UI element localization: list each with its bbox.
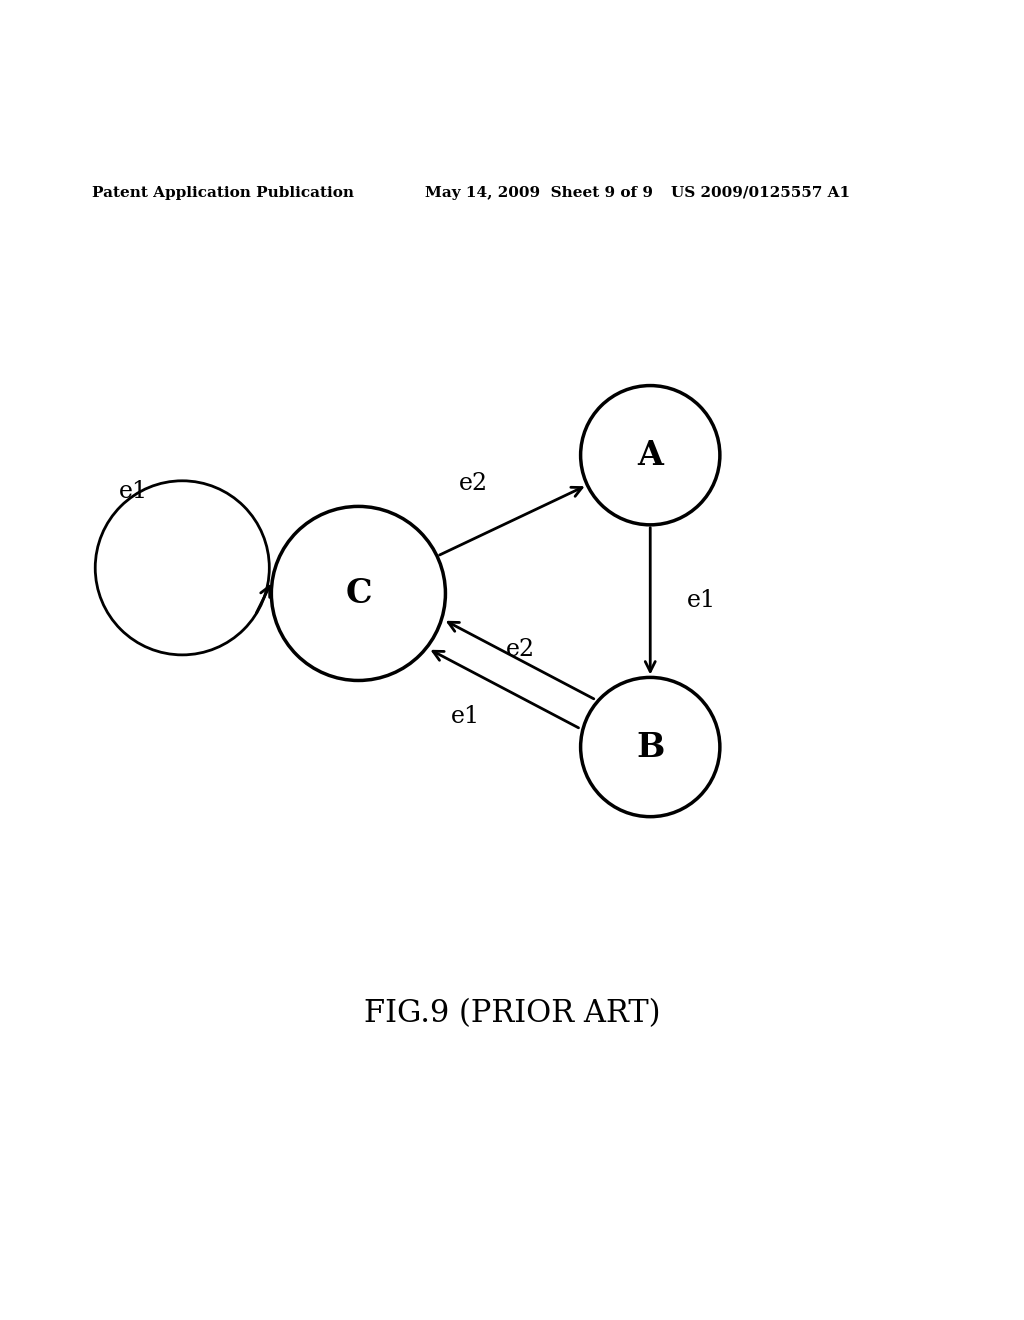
Text: e1: e1 — [119, 479, 147, 503]
Text: e1: e1 — [452, 705, 480, 727]
Text: US 2009/0125557 A1: US 2009/0125557 A1 — [671, 186, 850, 199]
Text: e1: e1 — [687, 589, 716, 612]
Text: May 14, 2009  Sheet 9 of 9: May 14, 2009 Sheet 9 of 9 — [425, 186, 653, 199]
Text: e2: e2 — [459, 473, 487, 495]
Circle shape — [581, 677, 720, 817]
Text: FIG.9 (PRIOR ART): FIG.9 (PRIOR ART) — [364, 998, 660, 1028]
Text: C: C — [345, 577, 372, 610]
Text: A: A — [637, 438, 664, 471]
Text: B: B — [636, 730, 665, 763]
Text: Patent Application Publication: Patent Application Publication — [92, 186, 354, 199]
Circle shape — [271, 507, 445, 681]
Circle shape — [581, 385, 720, 525]
Text: e2: e2 — [506, 639, 535, 661]
